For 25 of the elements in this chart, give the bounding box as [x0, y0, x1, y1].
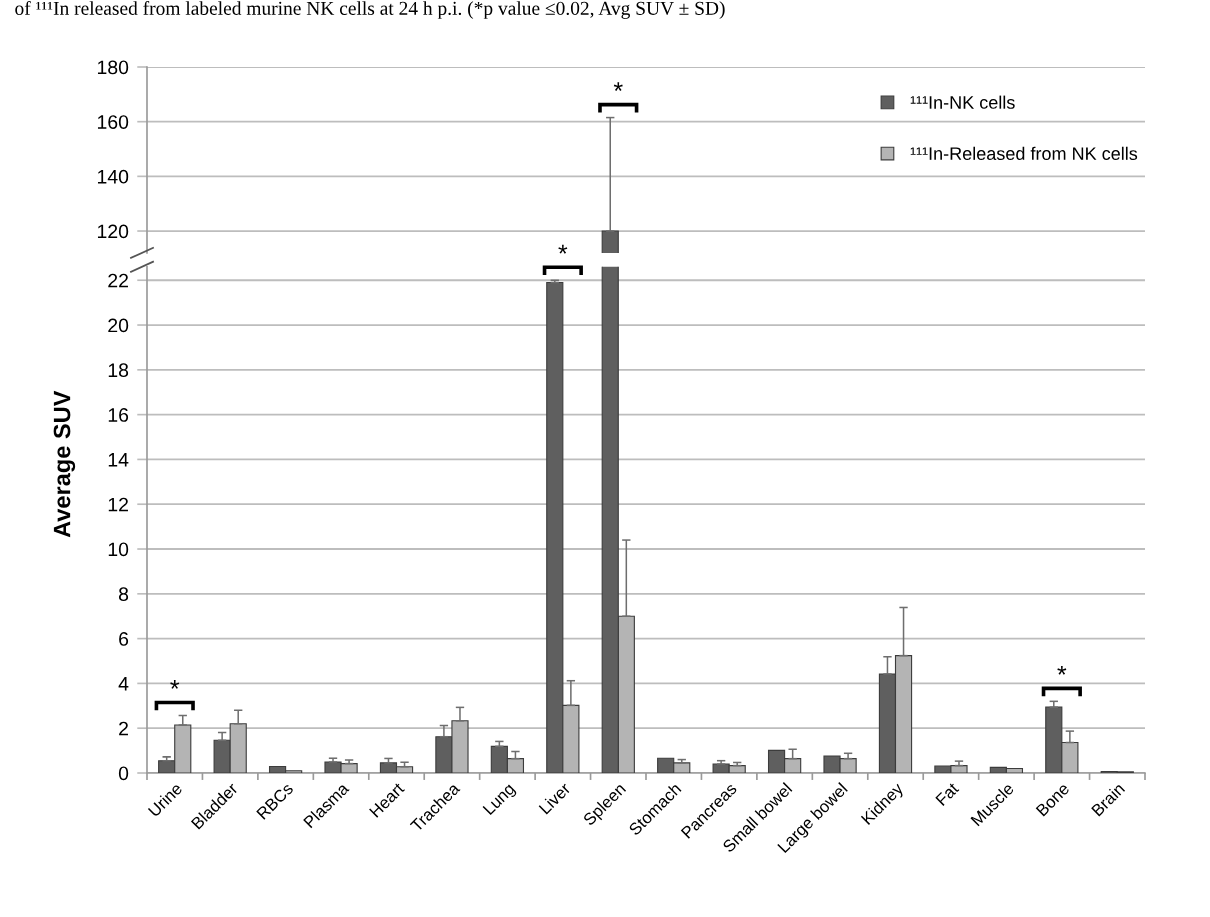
legend-label: ¹¹¹In-NK cells [910, 95, 1015, 109]
annotation: * [1057, 665, 1067, 675]
annotation: * [170, 680, 180, 689]
y-tick-label: 22 [108, 273, 128, 288]
y-tick-label: 2 [119, 721, 128, 736]
y-tick-label: 12 [108, 497, 128, 512]
chart-title: of ¹¹¹In released from labeled murine NK cells at 24 h p.i. (*p value ≤0.02, Avg SUV ± SD) [15, 1, 725, 19]
y-tick-label: 160 [97, 115, 129, 129]
y-tick-label: 20 [108, 318, 129, 333]
annotation: * [613, 82, 623, 91]
annotation: * [558, 244, 568, 254]
y-axis-title: Average SUV [53, 390, 76, 538]
y-tick-label: 8 [118, 587, 129, 602]
legend-label: ¹¹¹In-Released from NK cells [910, 146, 1138, 160]
y-tick-label: 10 [108, 542, 129, 557]
x-tick-label: Fat [935, 781, 960, 807]
y-tick-label: 6 [119, 632, 129, 646]
y-tick-label: 14 [108, 453, 129, 467]
y-tick-label: 180 [97, 60, 129, 75]
y-tick-label: 120 [97, 224, 129, 239]
y-tick-label: 0 [118, 766, 129, 781]
y-tick-label: 18 [108, 363, 129, 378]
y-tick-label: 140 [97, 169, 129, 184]
y-tick-label: 16 [108, 408, 129, 422]
y-tick-label: 4 [118, 677, 129, 691]
